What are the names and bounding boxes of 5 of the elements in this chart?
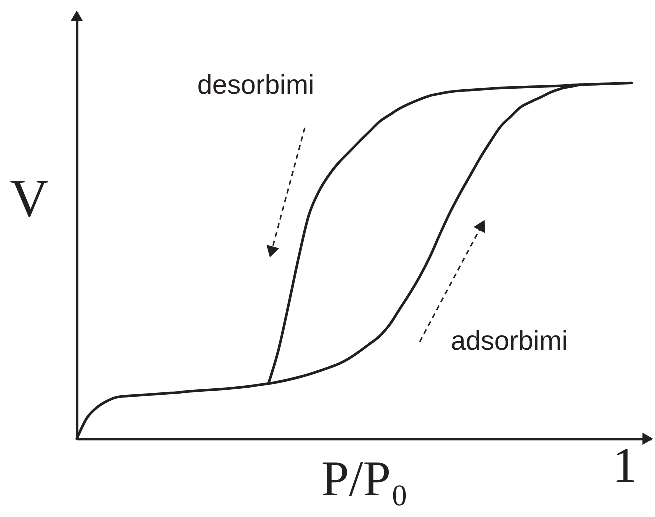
annotation: 1 <box>612 437 638 493</box>
annotation: desorbimi <box>197 70 315 100</box>
y-axis-title: V <box>10 168 49 228</box>
annotation: adsorbimi <box>450 326 568 356</box>
x-axis-title: P/P₀ <box>322 450 408 506</box>
